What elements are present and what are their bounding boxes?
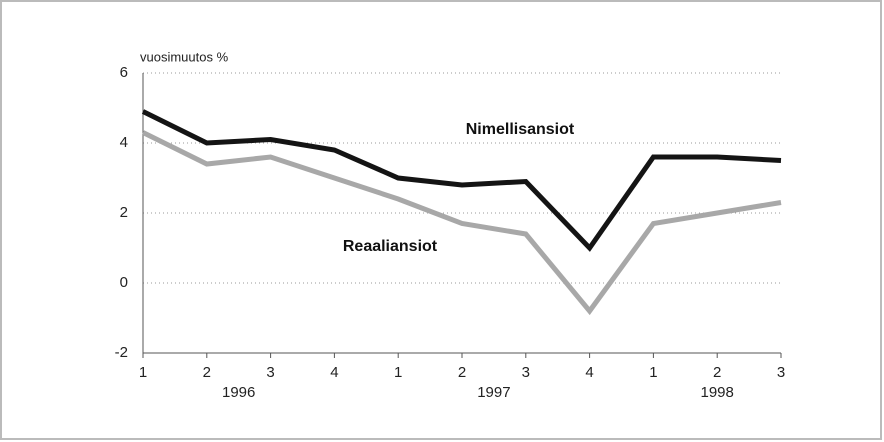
x-tick-label: 1 — [394, 364, 402, 381]
series-label: Reaaliansiot — [343, 238, 438, 255]
y-axis-label: vuosimuutos % — [140, 49, 229, 64]
x-tick-label: 1 — [139, 364, 147, 381]
x-tick-label: 2 — [458, 364, 466, 381]
y-tick-label: 6 — [120, 64, 128, 81]
y-tick-label: 4 — [120, 134, 128, 151]
x-tick-label: 2 — [713, 364, 721, 381]
x-tick-label: 3 — [522, 364, 530, 381]
x-tick-label: 3 — [777, 364, 785, 381]
x-tick-label: 4 — [330, 364, 338, 381]
series-line — [141, 109, 782, 252]
y-tick-label: 2 — [120, 204, 128, 221]
x-tick-label: 3 — [266, 364, 274, 381]
x-tick-label: 4 — [585, 364, 593, 381]
year-label: 1997 — [477, 384, 510, 401]
series-label: Nimellisansiot — [466, 121, 575, 138]
year-label: 1996 — [222, 384, 255, 401]
y-tick-label: -2 — [115, 344, 128, 361]
x-tick-label: 2 — [203, 364, 211, 381]
year-label: 1998 — [701, 384, 734, 401]
y-tick-label: 0 — [120, 274, 128, 291]
series-line — [141, 130, 782, 316]
x-tick-label: 1 — [649, 364, 657, 381]
